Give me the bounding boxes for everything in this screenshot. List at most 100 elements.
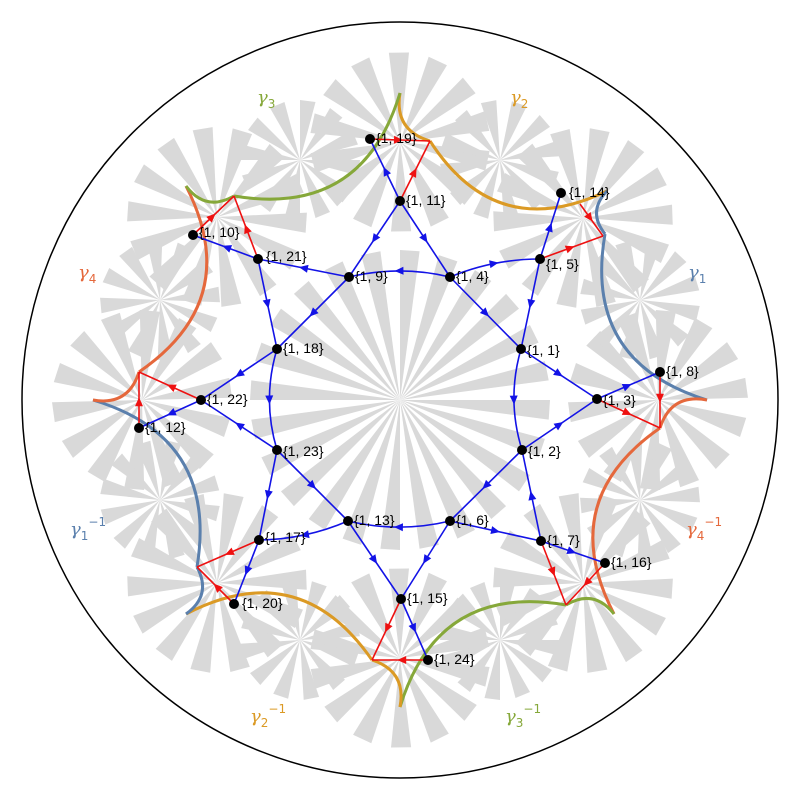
tiling-wedge	[586, 500, 640, 541]
generator-subscript: 1	[699, 272, 707, 286]
graph-vertex-v4: {1, 4}	[445, 268, 489, 284]
domain-side-arc	[138, 185, 209, 374]
tiling-wedge	[388, 568, 409, 658]
tiling-wedge	[400, 572, 447, 658]
graph-vertex-v9: {1, 9}	[344, 268, 388, 284]
vertex-dot	[445, 516, 455, 526]
tiling-wedge	[133, 583, 217, 634]
edge-arrowhead	[419, 233, 428, 243]
tiling-wedge	[240, 144, 300, 160]
tiling-wedge	[293, 280, 400, 400]
tiling-wedge	[583, 140, 645, 218]
tiling-wedge	[308, 400, 400, 530]
generator-symbol: γ	[688, 262, 699, 283]
generator-superscript: −1	[88, 515, 106, 529]
tiling-wedge	[500, 160, 559, 187]
tiling-wedge	[240, 640, 300, 660]
edge-arrowhead	[621, 384, 632, 392]
generator-label-g4inv: γ4−1	[686, 515, 722, 543]
generator-symbol: γ	[70, 519, 81, 540]
tiling-wedge	[325, 261, 400, 400]
generator-symbol: γ	[510, 87, 521, 108]
generator-subscript: 2	[521, 97, 529, 111]
edge-arrowhead	[397, 656, 407, 664]
edge-arrowhead	[393, 523, 403, 532]
generator-symbol: γ	[257, 87, 268, 108]
tiling-wedge	[640, 240, 662, 300]
edge-arrowhead	[244, 224, 252, 235]
edge-arrowhead	[490, 526, 501, 534]
edge-arrowhead	[385, 622, 393, 633]
tiling-wedge	[273, 640, 300, 699]
tiling-wedge	[442, 640, 500, 670]
vertex-label: {1, 12}	[145, 419, 186, 435]
tiling-wedge	[400, 250, 420, 400]
generator-label-g1inv: γ1−1	[70, 515, 106, 543]
vertex-dot	[517, 445, 527, 455]
domain-side-arc	[233, 92, 402, 201]
vertex-label: {1, 24}	[434, 651, 475, 667]
tiling-wedge	[52, 400, 142, 423]
tiling-wedge	[87, 400, 142, 483]
vertex-dot	[254, 535, 264, 545]
vertex-dot	[343, 516, 353, 526]
edge-arrowhead	[368, 554, 378, 564]
tiling-wedge	[142, 400, 231, 438]
tiling-wedge	[106, 300, 160, 341]
tiling-wedge	[400, 400, 439, 549]
vertex-label: {1, 4}	[456, 268, 489, 284]
tiling-wedge	[380, 400, 400, 550]
graph-vertex-v1: {1, 1}	[516, 342, 560, 358]
generator-subscript: 3	[516, 716, 524, 730]
generator-label-g1: γ1	[688, 262, 706, 286]
tiling-wedge	[658, 317, 713, 400]
edge-arrowhead	[213, 583, 223, 593]
vertex-dot	[536, 536, 546, 546]
tiling-wedge	[658, 342, 739, 400]
edge-arrowhead	[394, 266, 404, 275]
vertex-label: {1, 1}	[527, 342, 560, 358]
generator-subscript: 1	[81, 529, 89, 543]
domain-side-arc	[184, 185, 235, 204]
tiling-wedge	[608, 500, 640, 558]
generator-superscript: −1	[523, 702, 541, 716]
generator-subscript: 4	[697, 529, 705, 543]
tiling-wedge	[361, 251, 400, 400]
edge-arrowhead	[489, 260, 499, 269]
tiling-wedge	[523, 503, 583, 583]
tiling-wedge	[640, 442, 672, 500]
tiling-wedge	[155, 583, 217, 661]
tiling-wedge	[102, 268, 160, 300]
domain-side-arc	[92, 371, 141, 403]
vertex-label: {1, 14}	[569, 184, 610, 200]
tiling-wedge	[640, 300, 689, 347]
edge-arrowhead	[408, 622, 416, 633]
vertex-dot	[592, 394, 602, 404]
edge-arrowhead	[482, 479, 492, 490]
graph-vertex-v8: {1, 8}	[655, 363, 699, 379]
tiling-wedge	[480, 100, 500, 160]
generator-label-g4: γ4	[78, 262, 96, 286]
edge-arrowhead	[265, 395, 274, 405]
tiling-wedge	[637, 500, 654, 560]
graph-vertex-v21: {1, 21}	[253, 248, 307, 264]
graph-vertex-v16: {1, 16}	[600, 554, 652, 570]
tiling-wedge	[61, 400, 142, 458]
tiling-wedge	[300, 130, 358, 160]
tiling-wedge	[500, 160, 545, 211]
tiling-wedge	[127, 576, 217, 597]
tiling-wedge	[640, 459, 694, 500]
vertex-dot	[272, 445, 282, 455]
tiling-wedge	[255, 589, 300, 640]
edge-arrowhead	[566, 546, 577, 554]
vertex-dot	[253, 254, 263, 264]
tiling-wedge	[217, 217, 242, 307]
tiling-wedge	[119, 246, 160, 300]
tiling-wedge	[640, 300, 665, 360]
domain-side-arc	[591, 426, 661, 615]
tiling-wedge	[400, 325, 539, 400]
tiling-wedge	[160, 451, 207, 500]
tiling-wedge	[400, 293, 520, 400]
